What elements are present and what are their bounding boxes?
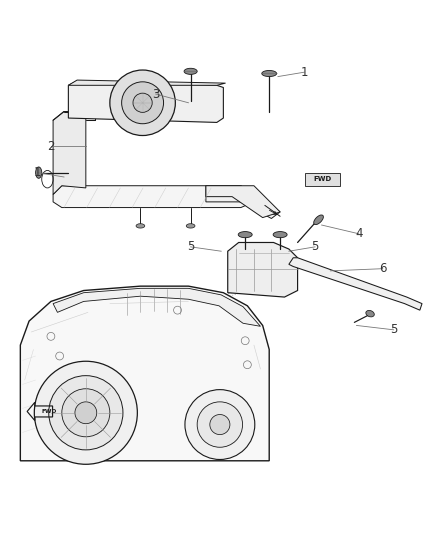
- Text: 5: 5: [311, 240, 319, 253]
- Polygon shape: [53, 185, 254, 207]
- Circle shape: [210, 415, 230, 434]
- Text: 4: 4: [355, 227, 363, 240]
- Circle shape: [34, 361, 138, 464]
- Circle shape: [75, 402, 97, 424]
- Ellipse shape: [314, 215, 323, 224]
- Polygon shape: [206, 185, 280, 219]
- Ellipse shape: [366, 310, 374, 317]
- Ellipse shape: [184, 68, 197, 75]
- Polygon shape: [206, 185, 280, 217]
- Polygon shape: [228, 243, 297, 297]
- Text: 5: 5: [390, 324, 397, 336]
- Polygon shape: [289, 258, 422, 310]
- Circle shape: [110, 70, 175, 135]
- Circle shape: [133, 93, 152, 112]
- Ellipse shape: [136, 224, 145, 228]
- Circle shape: [185, 390, 255, 459]
- Text: 1: 1: [34, 166, 42, 179]
- Text: 3: 3: [152, 87, 159, 101]
- Polygon shape: [53, 111, 86, 195]
- Ellipse shape: [273, 231, 287, 238]
- Text: FWD: FWD: [313, 176, 332, 182]
- FancyBboxPatch shape: [305, 173, 340, 185]
- Polygon shape: [20, 286, 269, 461]
- Polygon shape: [53, 288, 261, 326]
- Circle shape: [197, 402, 243, 447]
- Polygon shape: [68, 80, 226, 85]
- Ellipse shape: [238, 231, 252, 238]
- Text: 2: 2: [47, 140, 55, 153]
- Ellipse shape: [35, 167, 42, 179]
- Text: 1: 1: [300, 66, 308, 79]
- Polygon shape: [68, 81, 223, 123]
- Circle shape: [49, 376, 123, 450]
- Circle shape: [62, 389, 110, 437]
- Ellipse shape: [186, 224, 195, 228]
- Ellipse shape: [262, 70, 277, 77]
- Text: FWD: FWD: [41, 409, 57, 414]
- Text: 6: 6: [379, 262, 386, 275]
- Text: 5: 5: [187, 240, 194, 253]
- Circle shape: [122, 82, 163, 124]
